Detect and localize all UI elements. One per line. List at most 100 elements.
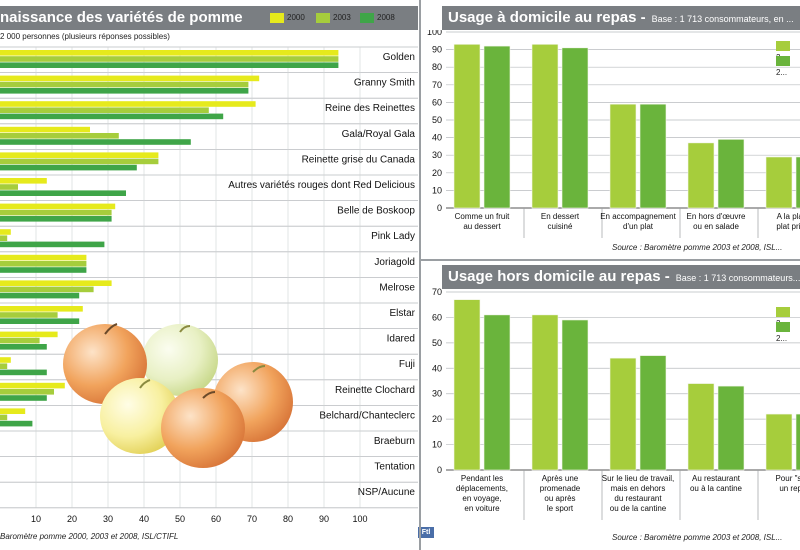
y-tick-label: 40	[432, 363, 442, 373]
right-bottom-title: Usage hors domicile au repas -	[448, 268, 670, 285]
category-label: Reinette Clochard	[335, 385, 415, 396]
category-label: cuisiné	[548, 222, 573, 231]
legend-swatch	[776, 40, 790, 51]
category-label: ou après	[544, 494, 575, 503]
bar-2003	[0, 209, 112, 216]
legend-label: 2...	[776, 334, 788, 343]
category-label: Au restaurant	[692, 474, 741, 483]
category-label: Autres variétés rouges dont Red Deliciou…	[228, 180, 415, 191]
y-tick-label: 80	[432, 62, 442, 72]
bar-2003	[609, 357, 637, 471]
panel-divider-horizontal	[421, 259, 800, 261]
right-bottom-title-bar: Usage hors domicile au repas - Base : 1 7…	[442, 265, 800, 289]
left-chart-subtitle: 2 000 personnes (plusieurs réponses poss…	[0, 32, 170, 41]
bar-2008	[0, 241, 105, 248]
publisher-logo: Ftl	[418, 527, 434, 538]
right-top-base: Base : 1 713 consommateurs, en ...	[651, 14, 794, 24]
bar-2008	[639, 103, 667, 209]
bar-2008	[795, 413, 800, 471]
legend-swatch-2000	[270, 12, 284, 23]
legend-label-2000: 2000	[287, 13, 305, 22]
bar-2003	[687, 142, 715, 209]
legend-swatch	[776, 321, 790, 332]
right-top-title-bar: Usage à domicile au repas - Base : 1 713 …	[442, 6, 800, 30]
category-label: Comme un fruit	[455, 212, 510, 221]
category-label: En accompagnement	[600, 212, 676, 221]
bar-2000	[0, 50, 339, 56]
x-tick-label: 80	[283, 514, 293, 524]
right-top-legend-1: 2...	[776, 40, 800, 62]
category-label: ou de la cantine	[610, 504, 667, 513]
category-label: d'un plat	[623, 222, 654, 231]
bar-2008	[483, 45, 511, 209]
category-label: Granny Smith	[354, 78, 415, 89]
bar-2008	[0, 420, 33, 427]
y-tick-label: 60	[432, 312, 442, 322]
bar-2003	[0, 389, 54, 395]
bar-2000	[0, 203, 116, 210]
bar-2003	[0, 363, 8, 369]
y-tick-label: 60	[432, 97, 442, 107]
y-tick-label: 70	[432, 288, 442, 297]
y-tick-label: 20	[432, 168, 442, 178]
left-chart-title: naissance des variétés de pomme	[0, 9, 243, 26]
category-label: Melrose	[379, 282, 415, 293]
category-label: plat prin...	[776, 222, 800, 231]
bar-2003	[0, 414, 8, 421]
x-tick-label: 70	[247, 514, 257, 524]
x-tick-label: 20	[67, 514, 77, 524]
bar-2000	[0, 254, 87, 261]
right-top-source: Source : Baromètre pomme 2003 et 2008, I…	[612, 243, 783, 252]
bar-2000	[0, 178, 47, 184]
bar-2008	[0, 164, 137, 171]
bar-2008	[0, 318, 80, 324]
category-label: Elstar	[389, 308, 415, 319]
category-label: promenade	[540, 484, 581, 493]
bar-2000	[0, 382, 65, 389]
bar-2008	[795, 156, 800, 209]
bar-2008	[0, 344, 47, 350]
category-label: Reinette grise du Canada	[302, 154, 416, 165]
right-bottom-base: Base : 1 713 consommateurs...	[675, 273, 800, 283]
apple-stem	[104, 323, 118, 335]
bar-2003	[0, 107, 209, 113]
bar-2003	[0, 56, 339, 62]
x-tick-label: 40	[139, 514, 149, 524]
bar-2003	[0, 158, 159, 165]
category-label: ou en salade	[693, 222, 739, 231]
right-top-legend-2: 2...	[776, 55, 800, 77]
legend-swatch-2008	[360, 12, 374, 23]
apple-pale-green	[142, 324, 218, 396]
category-label: en voyage,	[462, 494, 501, 503]
legend-swatch-2003	[316, 12, 330, 23]
legend-label-2003: 2003	[333, 13, 351, 22]
category-label: le sport	[547, 504, 574, 513]
y-tick-label: 50	[432, 338, 442, 348]
bar-2003	[765, 413, 793, 471]
apples-illustration	[63, 323, 293, 468]
y-tick-label: 40	[432, 133, 442, 143]
left-legend-2000: 2000	[270, 12, 305, 24]
bar-2003	[687, 383, 715, 471]
y-tick-label: 20	[432, 414, 442, 424]
category-label: ou à la cantine	[690, 484, 743, 493]
category-label: Après une	[542, 474, 579, 483]
category-label: au dessert	[463, 222, 501, 231]
bar-2008	[717, 139, 745, 209]
bar-2000	[0, 357, 11, 363]
apple-orange-front	[161, 388, 245, 468]
category-label: En dessert	[541, 212, 580, 221]
bar-2003	[609, 103, 637, 209]
bar-2008	[0, 267, 87, 273]
category-label: Braeburn	[374, 436, 415, 447]
bar-2000	[0, 408, 26, 414]
left-chart-source: Baromètre pomme 2000, 2003 et 2008, ISL/…	[0, 532, 179, 541]
bar-2003	[765, 156, 793, 209]
bar-2003	[0, 81, 249, 88]
bar-2003	[0, 312, 58, 318]
y-tick-label: 30	[432, 389, 442, 399]
left-chart-title-bar: naissance des variétés de pomme	[0, 6, 418, 30]
category-label: Belchard/Chanteclerc	[319, 410, 415, 421]
